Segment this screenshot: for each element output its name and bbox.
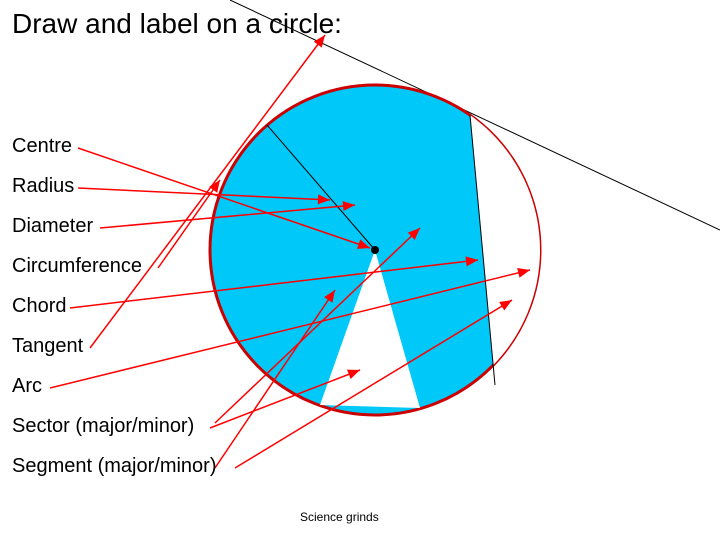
label-arc: Arc (12, 375, 42, 398)
center-dot (371, 246, 379, 254)
label-sector: Sector (major/minor) (12, 415, 194, 438)
label-segment: Segment (major/minor) (12, 455, 217, 478)
label-tangent: Tangent (12, 335, 83, 358)
label-radius: Radius (12, 175, 74, 198)
diagram-stage: Draw and label on a circle: CentreRadius… (0, 0, 720, 540)
arrowhead-tangent (314, 35, 325, 48)
label-circumference: Circumference (12, 255, 142, 278)
segment-minor-region (470, 77, 720, 385)
label-diameter: Diameter (12, 215, 93, 238)
label-centre: Centre (12, 135, 72, 158)
label-chord: Chord (12, 295, 66, 318)
footer-text: Science grinds (300, 510, 379, 524)
